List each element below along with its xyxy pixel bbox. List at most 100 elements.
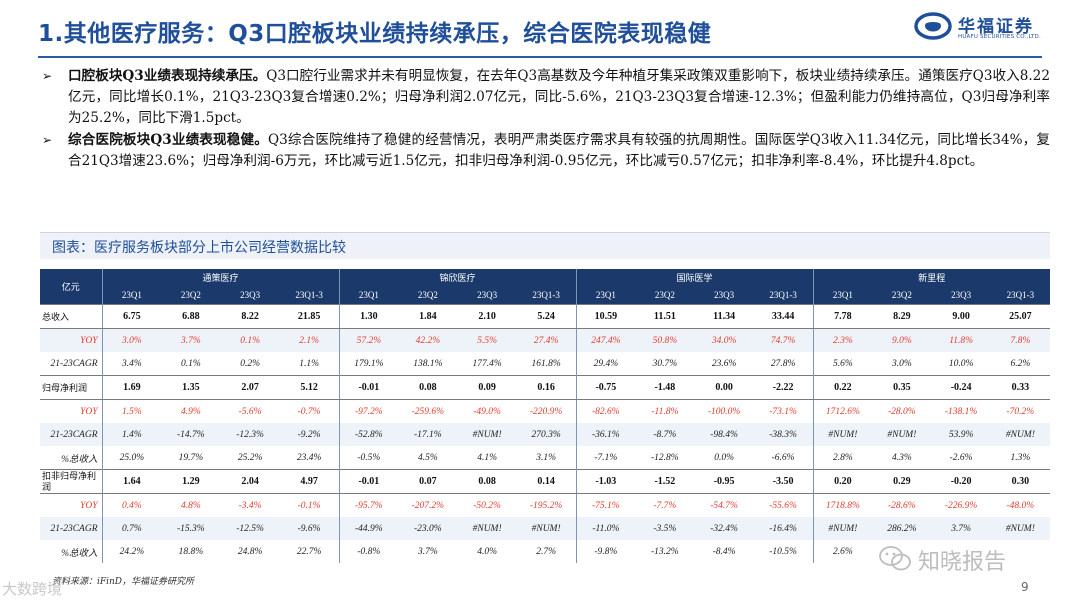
- table-cell: #NUM!: [812, 423, 873, 446]
- table-cell: 179.1%: [338, 352, 399, 376]
- row-label: 总收入: [40, 304, 102, 329]
- table-cell: -9.8%: [575, 540, 636, 563]
- period-header: 23Q3: [931, 286, 991, 305]
- row-label: 21-23CAGR: [40, 517, 102, 540]
- period-header: 23Q3: [694, 286, 754, 305]
- group-header: 锦欣医疗: [338, 269, 576, 286]
- table-row: 21-23CAGR 3.4% 0.1% 0.2% 1.1% 179.1% 138.1% 177…: [40, 352, 1050, 376]
- arrow-bullet-icon: ➢: [42, 69, 53, 83]
- row-label: YOY: [40, 328, 102, 352]
- table-cell: 2.3%: [812, 328, 873, 352]
- table-cell: 0.7%: [101, 517, 162, 540]
- table-row: YOY 3.0% 3.7% 0.1% 2.1% 57.2% 42.2% 5.5% 27.4% 24…: [40, 328, 1050, 352]
- period-header: 23Q3: [220, 286, 280, 305]
- huafu-logo-icon: [914, 12, 952, 40]
- table-cell: -0.8%: [338, 540, 399, 563]
- table-cell: 1.1%: [299, 358, 320, 369]
- table-row: YOY 0.4% 4.8% -3.4% -0.1% -95.7% -207.2% -50.2%…: [40, 493, 1050, 517]
- row-label: 21-23CAGR: [40, 423, 102, 446]
- table-cell: 0.14: [516, 469, 576, 494]
- table-row: YOY 1.5% 4.9% -5.6% -0.7% -97.2% -259.6% -49.0%…: [40, 399, 1050, 423]
- table-cell: 3.0%: [101, 328, 162, 352]
- figure-caption: 图表：医疗服务板块部分上市公司经营数据比较: [52, 240, 346, 256]
- table-cell: 1.30: [338, 304, 399, 329]
- bullet-text: Q3综合医院维持了稳健的经营情况，表明严肃类医疗需求具有较强的抗周期性。国际医学…: [68, 131, 1050, 169]
- table-cell: -0.20: [931, 469, 991, 494]
- table-row: %总收入 25.0% 19.7% 25.2% 23.4% -0.5% 4.5% 4.1% 3.1…: [40, 446, 1050, 470]
- table-cell: -0.1%: [297, 500, 321, 511]
- table-cell: 1.29: [161, 469, 221, 494]
- company-logo: 华福证券 HUAFU SECURITIES CO.,LTD.: [914, 10, 1044, 44]
- table-cell: 2.7%: [536, 546, 557, 557]
- row-label: 扣非归母净利润: [40, 469, 102, 494]
- table-cell: -0.75: [575, 375, 636, 400]
- table-cell: -0.24: [931, 375, 991, 400]
- table-cell: -1.48: [635, 375, 695, 400]
- table-cell: -97.2%: [338, 399, 399, 423]
- table-cell: 23.4%: [296, 452, 322, 463]
- table-cell: -3.4%: [238, 500, 262, 511]
- period-header: 23Q1-3: [516, 286, 576, 305]
- table-cell: 29.4%: [575, 352, 636, 376]
- table-cell: 53.9%: [931, 423, 991, 446]
- period-header: 23Q1: [812, 286, 873, 305]
- table-cell: 4.8%: [180, 500, 201, 511]
- table-row: 21-23CAGR 0.7% -15.3% -12.5% -9.6% -44.9% -23.…: [40, 517, 1050, 540]
- table-cell: -0.01: [338, 375, 399, 400]
- table-cell: 11.51: [635, 304, 695, 329]
- table-cell: -11.0%: [575, 517, 636, 540]
- table-cell: -44.9%: [338, 517, 399, 540]
- table-cell: 23.6%: [711, 358, 737, 369]
- period-header: 23Q2: [635, 286, 695, 305]
- table-cell: -226.9%: [944, 500, 978, 511]
- table-cell: 1718.8%: [812, 493, 873, 517]
- table-cell: 2.8%: [812, 446, 873, 470]
- table-cell: -50.2%: [473, 500, 501, 511]
- table-cell: -2.22: [753, 375, 813, 400]
- table-cell: -259.6%: [411, 406, 445, 417]
- table-cell: 0.33: [990, 375, 1050, 400]
- table-cell: 0.22: [812, 375, 873, 400]
- watermark-left: 大数跨境: [2, 580, 63, 598]
- table-cell: 247.4%: [575, 328, 636, 352]
- period-header: 23Q1: [575, 286, 636, 305]
- table-cell: 3.7%: [161, 328, 221, 352]
- table-cell: -220.9%: [529, 406, 563, 417]
- table-cell: -32.4%: [694, 517, 754, 540]
- table-cell: -95.7%: [338, 493, 399, 517]
- table-cell: 4.9%: [180, 406, 201, 417]
- table-cell: 0.35: [872, 375, 932, 400]
- table-cell: 4.0%: [477, 546, 498, 557]
- table-cell: 7.8%: [990, 328, 1050, 352]
- table-cell: -52.8%: [338, 423, 399, 446]
- row-label: 21-23CAGR: [50, 358, 98, 369]
- table-cell: 11.8%: [931, 328, 991, 352]
- table-cell: -12.8%: [651, 452, 679, 463]
- table-cell: -0.5%: [338, 446, 399, 470]
- table-cell: -11.8%: [651, 406, 679, 417]
- table-cell: 4.3%: [891, 452, 912, 463]
- table-cell: #NUM!: [516, 517, 576, 540]
- table-row: %总收入 24.2% 18.8% 24.8% 22.7% -0.8% 3.7% 4.0% 2.7…: [40, 540, 1050, 563]
- table-cell: -9.6%: [279, 517, 339, 540]
- table-cell: 30.7%: [652, 358, 678, 369]
- table-cell: 1712.6%: [812, 399, 873, 423]
- table-cell: 0.20: [812, 469, 873, 494]
- table-cell: 3.4%: [101, 352, 162, 376]
- table-row: 扣非归母净利润 1.64 1.29 2.04 4.97 -0.01 0.07 0.08 0.14…: [40, 469, 1050, 494]
- period-header: 23Q1-3: [753, 286, 813, 305]
- table-row: 总收入 6.75 6.88 8.22 21.85 1.30 1.84 2.10 5.24 10.5…: [40, 304, 1050, 329]
- table-cell: 3.7%: [417, 546, 438, 557]
- table-cell: 0.1%: [180, 358, 201, 369]
- table-cell: -7.7%: [653, 500, 677, 511]
- table-cell: -14.7%: [161, 423, 221, 446]
- page-title: 1.其他医疗服务：Q3口腔板块业绩持续承压，综合医院表现稳健: [38, 21, 712, 47]
- table-cell: -98.4%: [694, 423, 754, 446]
- arrow-bullet-icon: ➢: [42, 132, 53, 147]
- table-cell: 5.24: [516, 304, 576, 329]
- row-label: YOY: [80, 406, 98, 417]
- period-header: 23Q2: [398, 286, 458, 305]
- watermark-right-text: 知晓报告: [918, 550, 1007, 575]
- table-cell: 0.00: [694, 375, 754, 400]
- table-cell: 0.2%: [240, 358, 261, 369]
